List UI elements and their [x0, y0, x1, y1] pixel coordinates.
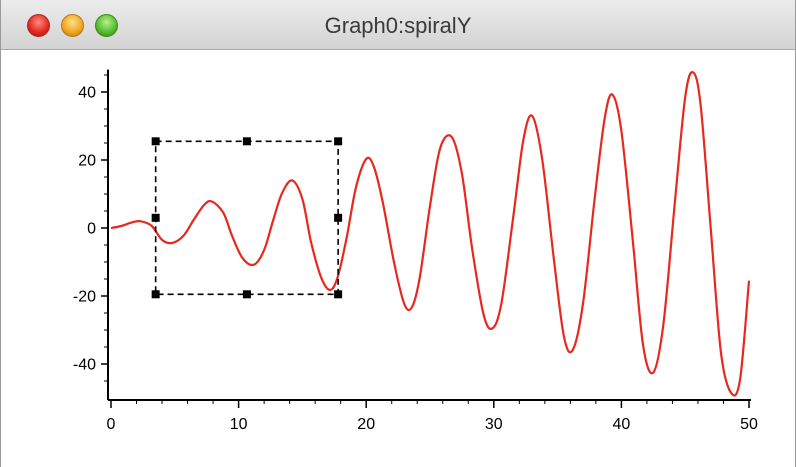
- x-tick-label: 50: [740, 416, 758, 433]
- axes: 40 20 0 -20 -40 0 10 20 30 40 50: [73, 69, 758, 433]
- marquee-handle[interactable]: [334, 213, 343, 222]
- marquee-handle[interactable]: [151, 137, 160, 146]
- x-tick-label: 30: [485, 416, 503, 433]
- zoom-window-button[interactable]: [95, 14, 118, 37]
- marquee-handle[interactable]: [242, 290, 251, 299]
- y-tick-label: 20: [78, 153, 96, 170]
- y-tick-label: -20: [73, 289, 96, 306]
- selection-marquee[interactable]: [151, 137, 343, 299]
- close-window-button[interactable]: [27, 14, 50, 37]
- marquee-border: [154, 140, 339, 296]
- marquee-handle[interactable]: [334, 290, 343, 299]
- y-tick-label: 40: [78, 85, 96, 102]
- x-tick-label: 10: [230, 416, 248, 433]
- title-bar[interactable]: Graph0:spiralY: [1, 0, 795, 50]
- x-tick-label: 20: [357, 416, 375, 433]
- marquee-handle[interactable]: [242, 137, 251, 146]
- window-title: Graph0:spiralY: [324, 13, 472, 38]
- marquee-handle[interactable]: [151, 213, 160, 222]
- x-tick-label: 0: [107, 416, 116, 433]
- marquee-handle[interactable]: [334, 137, 343, 146]
- minimize-window-button[interactable]: [61, 14, 84, 37]
- x-tick-label: 40: [613, 416, 631, 433]
- marquee-handle[interactable]: [151, 290, 160, 299]
- series-line: [110, 71, 751, 397]
- y-tick-label: 0: [87, 221, 96, 238]
- graph-plot[interactable]: 40 20 0 -20 -40 0 10 20 30 40 50: [1, 50, 795, 467]
- y-tick-label: -40: [73, 357, 96, 374]
